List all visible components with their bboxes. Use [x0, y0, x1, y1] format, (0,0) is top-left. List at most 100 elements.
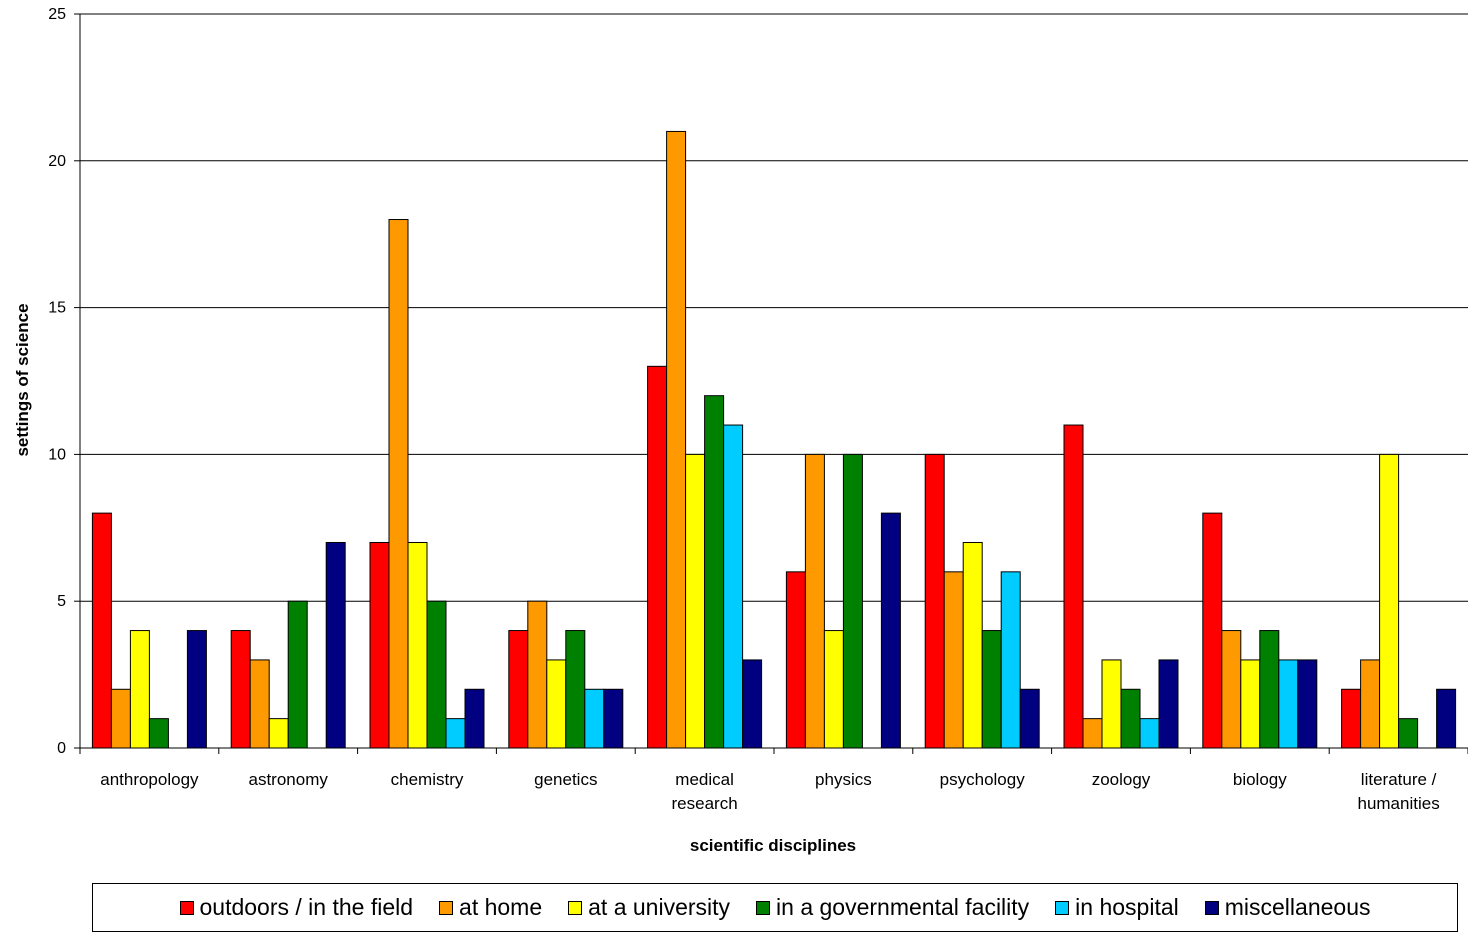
bar-at-home: [943, 571, 964, 749]
bar-miscellaneous: [880, 512, 901, 749]
bar-at-a-university: [129, 630, 150, 749]
bar-at-a-university: [1240, 659, 1261, 749]
bar-at-a-university: [1101, 659, 1122, 749]
bar-at-home: [1082, 718, 1103, 749]
bar-in-a-governmental-facility: [1398, 718, 1419, 749]
legend-item: at home: [439, 894, 542, 921]
bars: [91, 130, 1457, 749]
y-tick-label: 25: [48, 6, 66, 23]
bar-outdoors-in-the-field: [924, 453, 945, 749]
bar-outdoors-in-the-field: [647, 365, 668, 749]
x-category-label: physics: [815, 770, 872, 789]
y-tick-label: 10: [48, 446, 66, 463]
bar-in-a-governmental-facility: [842, 453, 863, 749]
bar-at-a-university: [962, 541, 983, 749]
bar-in-a-governmental-facility: [704, 395, 725, 749]
bar-at-home: [1221, 630, 1242, 749]
x-category-label: zoology: [1092, 770, 1151, 789]
bar-at-home: [804, 453, 825, 749]
x-category-label: genetics: [534, 770, 597, 789]
bar-at-a-university: [546, 659, 567, 749]
bar-outdoors-in-the-field: [1063, 424, 1084, 749]
x-category-label: anthropology: [100, 770, 199, 789]
bar-at-a-university: [823, 630, 844, 749]
bar-in-a-governmental-facility: [1259, 630, 1280, 749]
legend-label: in hospital: [1075, 894, 1179, 920]
bar-at-home: [1360, 659, 1381, 749]
bar-in-a-governmental-facility: [148, 718, 169, 749]
legend-swatch: [179, 900, 194, 915]
y-tick-label: 20: [48, 153, 66, 170]
legend-swatch: [568, 900, 583, 915]
bar-miscellaneous: [1297, 659, 1318, 749]
legend-swatch: [1204, 900, 1219, 915]
bar-in-a-governmental-facility: [287, 600, 308, 749]
bar-miscellaneous: [1019, 688, 1040, 749]
bar-at-a-university: [407, 541, 428, 749]
bar-in-hospital: [1278, 659, 1299, 749]
x-category-label: research: [672, 794, 738, 813]
legend-label: outdoors / in the field: [199, 894, 414, 920]
bar-in-a-governmental-facility: [981, 630, 1002, 749]
x-category-label: humanities: [1357, 794, 1439, 813]
bar-at-home: [527, 600, 548, 749]
legend-item: outdoors / in the field: [179, 894, 414, 921]
bar-outdoors-in-the-field: [230, 630, 251, 749]
bar-outdoors-in-the-field: [1341, 688, 1362, 749]
bar-at-a-university: [685, 453, 706, 749]
bar-in-hospital: [723, 424, 744, 749]
bar-in-hospital: [445, 718, 466, 749]
bar-outdoors-in-the-field: [369, 541, 390, 749]
legend: outdoors / in the field at home at a unive…: [92, 883, 1458, 932]
y-tick-labels: 0 5 10 15 20 25: [48, 6, 80, 757]
y-tick-label: 15: [48, 300, 66, 317]
legend-item: at a university: [568, 894, 730, 921]
bar-at-a-university: [268, 718, 289, 749]
bar-outdoors-in-the-field: [1202, 512, 1223, 749]
legend-item: in a governmental facility: [756, 894, 1029, 921]
legend-label: at a university: [588, 894, 731, 920]
y-tick-label: 0: [57, 740, 66, 757]
y-axis-title: settings of science: [13, 303, 32, 456]
legend-label: at home: [459, 894, 543, 920]
x-category-labels: anthropology astronomy chemistry genetics me…: [79, 748, 1468, 813]
bar-chart: 0 5 10 15 20 25 anthropology astronomy chemistr…: [13, 6, 1468, 855]
bar-outdoors-in-the-field: [91, 512, 112, 749]
legend-label: in a governmental facility: [776, 894, 1030, 920]
legend-swatch: [439, 900, 454, 915]
bar-at-home: [110, 688, 131, 749]
x-axis-title: scientific disciplines: [690, 836, 856, 855]
legend-swatch: [1055, 900, 1070, 915]
bar-at-home: [249, 659, 270, 749]
legend-item: in hospital: [1055, 894, 1179, 921]
x-category-label: chemistry: [391, 770, 464, 789]
bar-miscellaneous: [464, 688, 485, 749]
x-category-label: medical: [675, 770, 734, 789]
bar-at-home: [388, 219, 409, 749]
bar-miscellaneous: [603, 688, 624, 749]
gridlines: [80, 13, 1468, 602]
y-tick-label: 5: [57, 593, 66, 610]
bar-outdoors-in-the-field: [508, 630, 529, 749]
bar-in-a-governmental-facility: [565, 630, 586, 749]
legend-label: miscellaneous: [1224, 894, 1371, 920]
bar-in-a-governmental-facility: [1120, 688, 1141, 749]
bar-at-a-university: [1379, 453, 1400, 749]
bar-in-hospital: [1000, 571, 1021, 749]
x-category-label: literature /: [1361, 770, 1437, 789]
bar-outdoors-in-the-field: [785, 571, 806, 749]
bar-in-hospital: [1139, 718, 1160, 749]
bar-miscellaneous: [325, 541, 346, 749]
bar-in-hospital: [584, 688, 605, 749]
x-category-label: biology: [1233, 770, 1287, 789]
x-category-label: astronomy: [249, 770, 329, 789]
bar-at-home: [666, 130, 687, 749]
x-category-label: psychology: [940, 770, 1026, 789]
legend-swatch: [756, 900, 771, 915]
bar-miscellaneous: [1436, 688, 1457, 749]
bar-miscellaneous: [186, 630, 207, 749]
bar-miscellaneous: [1158, 659, 1179, 749]
legend-item: miscellaneous: [1204, 894, 1371, 921]
bar-in-a-governmental-facility: [426, 600, 447, 749]
bar-miscellaneous: [742, 659, 763, 749]
